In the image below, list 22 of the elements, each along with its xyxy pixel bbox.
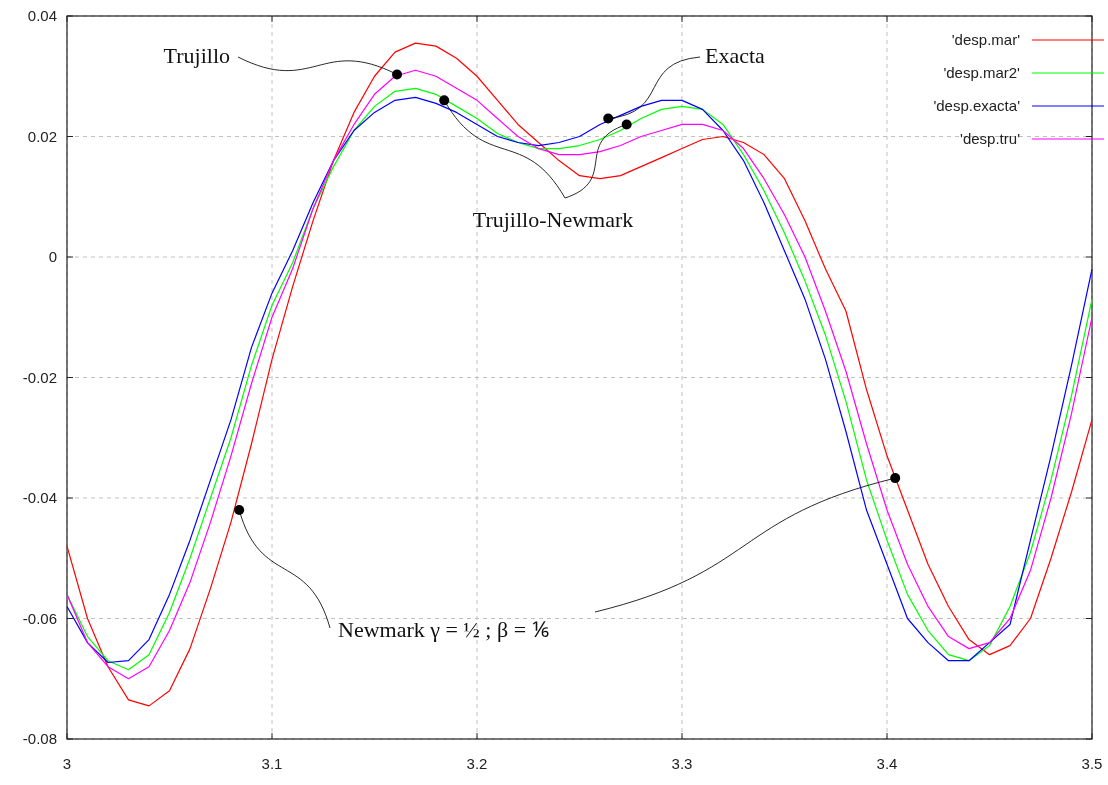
legend-label: 'desp.mar'	[951, 31, 1021, 48]
legend-label: 'desp.tru'	[960, 130, 1021, 147]
y-tick-label: -0.08	[22, 730, 57, 747]
y-tick-label: 0	[48, 248, 57, 265]
x-tick-label: 3.2	[466, 755, 488, 772]
annotation: Exacta	[705, 43, 766, 68]
y-tick-label: -0.06	[22, 609, 57, 627]
legend-label: 'desp.mar2'	[943, 64, 1021, 81]
x-tick-label: 3.5	[1081, 755, 1103, 772]
annotation: Newmark γ = ½ ; β = ⅙	[338, 617, 549, 642]
annotation: Trujillo	[163, 43, 230, 68]
x-tick-label: 3.4	[876, 755, 898, 772]
y-tick-label: 0.02	[27, 127, 57, 145]
y-tick-label: -0.04	[22, 489, 57, 506]
y-tick-label: 0.04	[27, 7, 57, 24]
legend-label: 'desp.exacta'	[933, 97, 1021, 114]
x-tick-label: 3.1	[261, 755, 283, 772]
point	[621, 119, 632, 130]
x-tick-label: 3	[62, 755, 72, 772]
annotation: Trujillo-Newmark	[472, 207, 634, 232]
y-tick-label: -0.02	[22, 368, 57, 386]
x-tick-label: 3.3	[671, 755, 693, 772]
